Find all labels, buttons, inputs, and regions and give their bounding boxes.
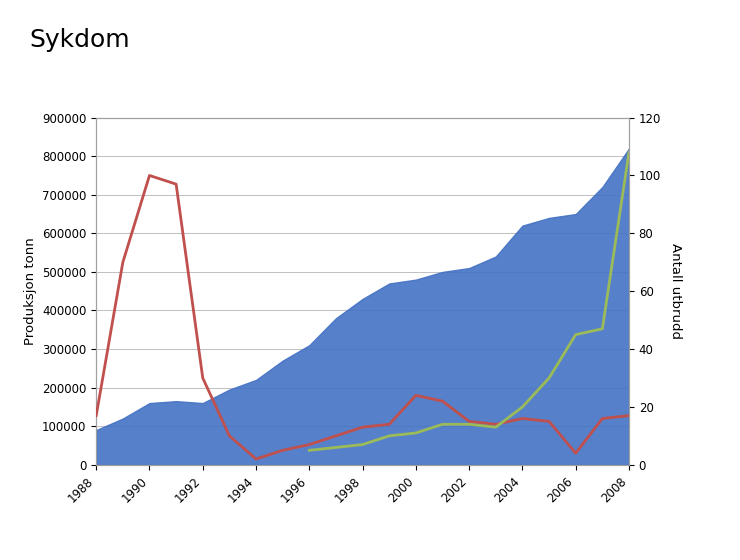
Y-axis label: Antall utbrudd: Antall utbrudd [669, 243, 682, 339]
Text: Sykdom: Sykdom [30, 28, 130, 52]
Y-axis label: Produksjon tonn: Produksjon tonn [24, 237, 36, 345]
